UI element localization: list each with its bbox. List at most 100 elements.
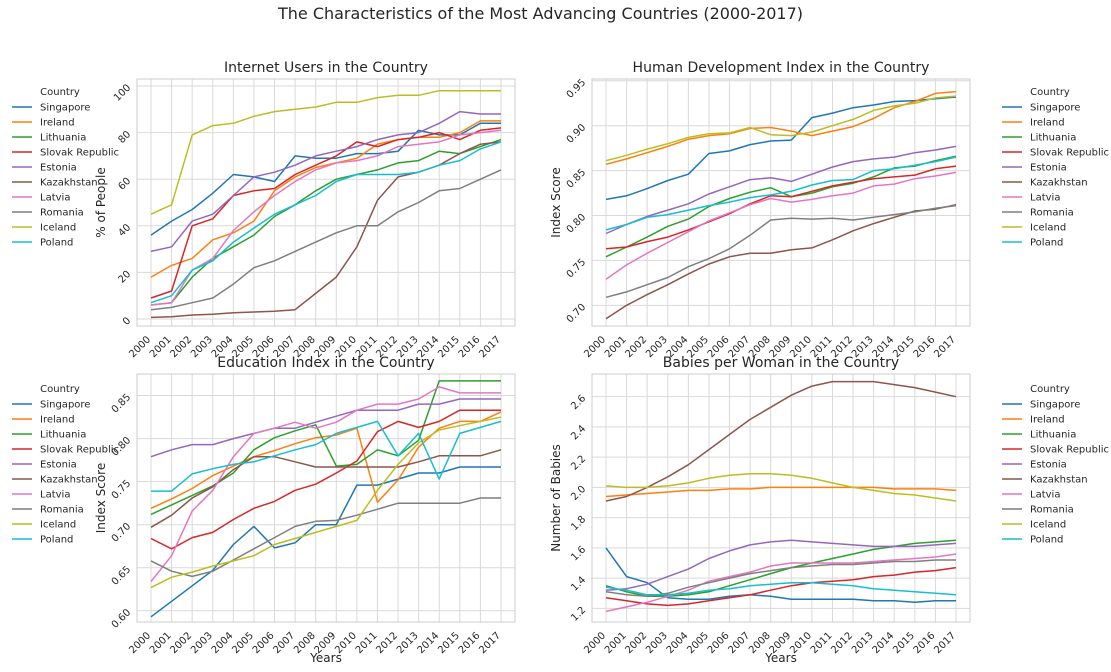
plot-area [592, 79, 970, 326]
y-tick-label: 2.4 [569, 423, 588, 442]
series-line-poland [605, 581, 957, 596]
x-tick-label: 2017 [477, 334, 503, 360]
chart-panel-4: 2000200120022003200420052006200720082009… [549, 355, 1109, 665]
x-tick-label: 2017 [932, 334, 958, 360]
x-tick-label: 2001 [603, 630, 629, 656]
y-axis-title: Index Score [94, 463, 108, 533]
series-line-singapore [605, 96, 957, 201]
x-tick-label: 2001 [148, 630, 174, 656]
series-line-ireland [605, 90, 957, 166]
legend-entry: Romania [1030, 505, 1074, 516]
y-tick-label: 0.95 [565, 77, 589, 101]
legend-entry: Lithuania [1030, 133, 1076, 144]
x-tick-label: 2015 [891, 630, 917, 656]
series-line-iceland [605, 473, 957, 502]
x-axis-title: Years [764, 651, 797, 665]
x-tick-label: 2004 [665, 630, 691, 656]
legend-entry: Lithuania [40, 430, 86, 441]
x-tick-label: 2007 [726, 630, 752, 656]
y-tick-label: 0.60 [110, 607, 134, 631]
legend-entry: Iceland [40, 520, 76, 531]
legend-entry: Latvia [40, 193, 70, 204]
x-tick-label: 2002 [624, 630, 650, 656]
x-tick-label: 2000 [127, 334, 153, 360]
x-tick-label: 2003 [189, 334, 215, 360]
x-tick-label: 2014 [416, 630, 442, 656]
y-tick-label: 0 [121, 315, 133, 327]
series-line-latvia [150, 129, 502, 306]
legend: Country Singapore Ireland Lithuania Slovak R… [1002, 384, 1109, 546]
legend-entry: Estonia [40, 163, 77, 174]
legend: Country Singapore Ireland Lithuania Slovak R… [12, 384, 119, 546]
legend-title: Country [1030, 384, 1070, 395]
panel-title: Babies per Woman in the Country [663, 355, 899, 371]
series-line-poland [605, 156, 957, 231]
legend-entry: Latvia [40, 490, 70, 501]
series-line-kazakhstan [605, 380, 957, 502]
y-tick-label: 60 [116, 176, 133, 193]
series-line-estonia [150, 398, 501, 458]
y-tick-label: 40 [116, 222, 133, 239]
legend-entry: Slovak Republic [40, 445, 119, 456]
series-line-poland [151, 420, 502, 492]
series-line-estonia [150, 110, 501, 253]
plot-frame [136, 373, 516, 623]
y-tick-label: 1.2 [569, 605, 588, 624]
panel-title: Internet Users in the Country [224, 60, 428, 76]
legend-entry: Romania [40, 208, 84, 219]
legend-entry: Poland [40, 535, 73, 546]
series-line-slovak-republic [150, 409, 501, 550]
x-tick-label: 2013 [850, 630, 876, 656]
y-axis-title: Index Score [549, 167, 563, 237]
y-tick-label: 2.0 [569, 484, 588, 503]
x-tick-label: 2016 [457, 334, 483, 360]
series-line-lithuania [150, 138, 502, 306]
x-tick-label: 2005 [685, 630, 711, 656]
x-tick-label: 2004 [210, 630, 236, 656]
x-tick-label: 2006 [706, 630, 732, 656]
legend-entry: Poland [40, 238, 73, 249]
series-line-ireland [150, 120, 501, 278]
x-tick-label: 2013 [395, 630, 421, 656]
chart-panel-2: 2000200120022003200420052006200720082009… [549, 60, 1109, 360]
series-line-ireland [150, 411, 502, 509]
y-tick-label: 0.75 [565, 257, 589, 281]
legend-entry: Poland [1030, 238, 1063, 249]
x-tick-label: 2016 [912, 334, 938, 360]
legend-entry: Ireland [1030, 118, 1065, 129]
legend-entry: Romania [40, 505, 84, 516]
legend-title: Country [40, 87, 80, 98]
series-line-romania [150, 497, 501, 578]
plot-frame [591, 78, 971, 327]
y-tick-label: 1.6 [569, 544, 588, 563]
series-line-kazakhstan [150, 141, 502, 319]
legend-entry: Kazakhstan [1030, 178, 1088, 189]
x-tick-label: 2016 [457, 630, 483, 656]
x-tick-label: 2005 [230, 630, 256, 656]
y-tick-label: 0.90 [565, 122, 589, 146]
legend-entry: Slovak Republic [1030, 445, 1109, 456]
x-tick-label: 2001 [148, 334, 174, 360]
x-tick-label: 2015 [436, 630, 462, 656]
y-axis-title: % of People [94, 167, 108, 237]
legend-entry: Estonia [1030, 163, 1067, 174]
series-line-lithuania [150, 380, 501, 516]
x-tick-label: 2002 [169, 334, 195, 360]
legend-entry: Latvia [1030, 193, 1060, 204]
legend-entry: Lithuania [1030, 430, 1076, 441]
series-line-singapore [150, 122, 501, 236]
y-tick-label: 1.4 [569, 575, 588, 594]
x-tick-label: 2002 [624, 334, 650, 360]
legend-entry: Estonia [1030, 460, 1067, 471]
x-tick-label: 2002 [169, 630, 195, 656]
y-axis-title: Number of Babies [549, 444, 563, 552]
series-line-iceland [605, 95, 957, 162]
legend-entry: Kazakhstan [1030, 475, 1088, 486]
y-tick-label: 0.85 [565, 167, 589, 191]
series-line-poland [150, 141, 502, 304]
series-line-latvia [150, 386, 501, 582]
x-tick-label: 2003 [189, 630, 215, 656]
panel-title: Education Index in the Country [217, 355, 434, 371]
x-tick-label: 2011 [809, 630, 835, 656]
